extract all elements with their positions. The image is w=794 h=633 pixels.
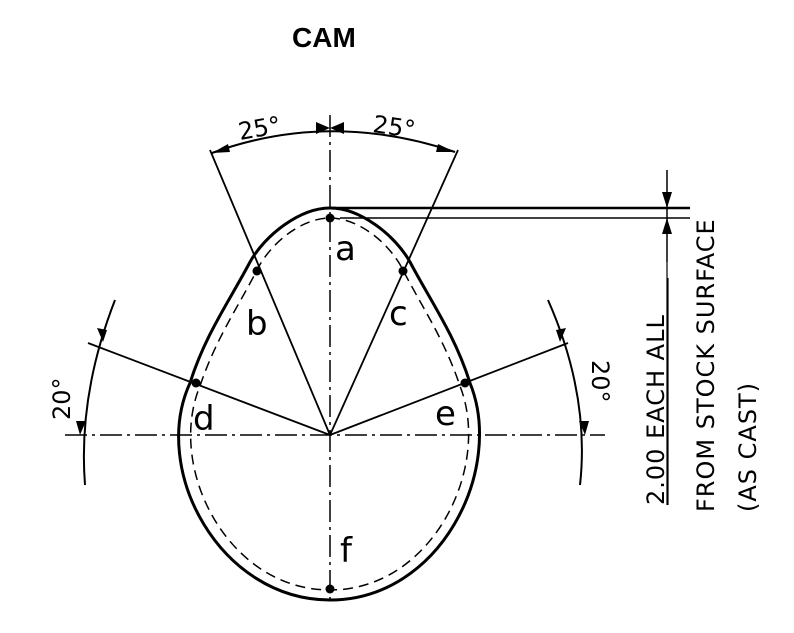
top-angle-arc xyxy=(211,130,456,154)
point-c-dot xyxy=(398,266,408,276)
right-angle-arc xyxy=(547,299,583,486)
arrowhead-icon xyxy=(556,328,566,342)
point-b-label: b xyxy=(246,304,268,344)
note-line-2: FROM STOCK SURFACE xyxy=(692,218,720,512)
point-d-dot xyxy=(191,378,201,388)
arrowhead-icon xyxy=(436,144,455,152)
arrowhead-icon xyxy=(76,421,86,435)
left-angle-arc xyxy=(82,299,116,486)
radial-line-e xyxy=(329,342,569,436)
angle-label-left: 20° xyxy=(48,377,76,420)
note-line-3: (AS CAST) xyxy=(734,382,762,512)
arrowhead-icon xyxy=(97,328,107,342)
point-a-dot xyxy=(325,213,335,223)
arrowhead-icon xyxy=(662,218,672,234)
angle-label-top-right: 25° xyxy=(371,110,417,144)
arrowhead-icon xyxy=(579,421,589,435)
point-d-label: d xyxy=(193,399,215,439)
arrowhead-icon xyxy=(212,144,230,153)
cam-outer-profile xyxy=(177,206,481,602)
arrowhead-icon xyxy=(662,192,672,208)
point-c-label: c xyxy=(389,294,408,334)
point-e-label: e xyxy=(435,394,456,434)
point-e-dot xyxy=(460,378,470,388)
point-f-label: f xyxy=(340,531,353,571)
arrowhead-icon xyxy=(330,122,344,134)
page-title: CAM xyxy=(292,22,356,53)
radial-line-c xyxy=(329,149,459,436)
angle-label-right: 20° xyxy=(586,360,614,403)
point-a-label: a xyxy=(335,229,356,269)
angle-label-top-left: 25° xyxy=(236,111,283,146)
arrowhead-icon xyxy=(316,122,330,134)
note-line-1: 2.00 EACH ALL xyxy=(642,314,670,505)
point-f-dot xyxy=(325,584,335,594)
radial-line-b xyxy=(209,149,331,436)
radial-line-d xyxy=(87,342,331,436)
point-b-dot xyxy=(252,266,262,276)
